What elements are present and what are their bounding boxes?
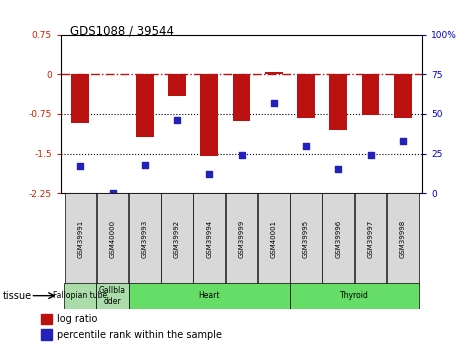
Bar bbox=[258, 193, 289, 285]
Bar bbox=[64, 283, 97, 309]
Text: GSM39996: GSM39996 bbox=[335, 220, 341, 258]
Point bbox=[109, 190, 116, 196]
Bar bbox=[323, 193, 354, 285]
Text: GSM40001: GSM40001 bbox=[271, 220, 277, 258]
Point bbox=[76, 164, 84, 169]
Text: Heart: Heart bbox=[198, 291, 220, 300]
Bar bbox=[297, 74, 315, 118]
Bar bbox=[200, 74, 218, 156]
Point bbox=[334, 167, 342, 172]
Bar bbox=[136, 74, 154, 137]
Bar bbox=[168, 74, 186, 96]
Bar bbox=[41, 329, 52, 340]
Bar bbox=[355, 193, 386, 285]
Bar bbox=[394, 74, 412, 118]
Point bbox=[141, 162, 149, 167]
Bar bbox=[329, 74, 347, 130]
Text: Gallbla
dder: Gallbla dder bbox=[99, 286, 126, 306]
Point bbox=[367, 152, 374, 158]
Bar bbox=[65, 193, 96, 285]
Text: GSM39993: GSM39993 bbox=[142, 220, 148, 258]
Bar bbox=[226, 193, 257, 285]
Text: GDS1088 / 39544: GDS1088 / 39544 bbox=[70, 24, 174, 37]
Bar bbox=[97, 283, 129, 309]
Bar bbox=[290, 283, 419, 309]
Bar bbox=[233, 74, 250, 121]
Bar bbox=[97, 193, 129, 285]
Text: Fallopian tube: Fallopian tube bbox=[53, 291, 107, 300]
Point bbox=[205, 171, 213, 177]
Bar bbox=[41, 314, 52, 324]
Text: GSM39994: GSM39994 bbox=[206, 220, 212, 258]
Bar bbox=[129, 283, 290, 309]
Bar bbox=[194, 193, 225, 285]
Bar bbox=[129, 193, 160, 285]
Point bbox=[173, 117, 181, 123]
Point bbox=[399, 138, 407, 144]
Text: GSM39995: GSM39995 bbox=[303, 220, 309, 258]
Point bbox=[270, 100, 278, 106]
Bar bbox=[265, 72, 283, 74]
Bar bbox=[362, 74, 379, 115]
Text: log ratio: log ratio bbox=[57, 314, 97, 324]
Text: GSM39998: GSM39998 bbox=[400, 220, 406, 258]
Text: Thyroid: Thyroid bbox=[340, 291, 369, 300]
Text: GSM39991: GSM39991 bbox=[77, 220, 83, 258]
Bar bbox=[161, 193, 193, 285]
Text: GSM40000: GSM40000 bbox=[110, 220, 115, 258]
Point bbox=[238, 152, 245, 158]
Text: GSM39997: GSM39997 bbox=[368, 220, 373, 258]
Text: tissue: tissue bbox=[2, 291, 31, 300]
Point bbox=[302, 143, 310, 148]
Text: percentile rank within the sample: percentile rank within the sample bbox=[57, 330, 222, 340]
Bar bbox=[290, 193, 322, 285]
Bar bbox=[71, 74, 89, 123]
Bar bbox=[387, 193, 418, 285]
Text: GSM39999: GSM39999 bbox=[239, 220, 244, 258]
Text: GSM39992: GSM39992 bbox=[174, 220, 180, 258]
